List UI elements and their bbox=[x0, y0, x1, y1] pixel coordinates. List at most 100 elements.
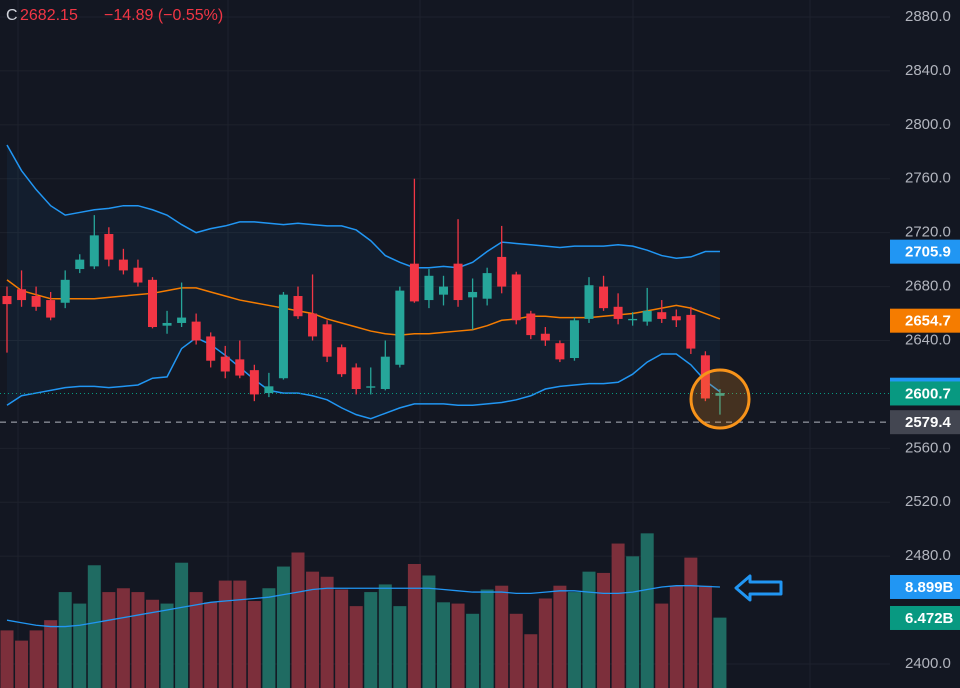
volume-bar bbox=[276, 566, 290, 688]
candle-body bbox=[380, 356, 390, 390]
candle-body bbox=[162, 322, 172, 326]
highlight-circle bbox=[689, 368, 751, 430]
price-label: 2654.7 bbox=[905, 313, 951, 330]
price-label-box bbox=[890, 239, 960, 264]
candle-body bbox=[206, 336, 216, 361]
candle-body bbox=[46, 300, 56, 318]
volume-bar bbox=[437, 602, 450, 688]
volume-bar bbox=[306, 571, 320, 688]
volume-bar bbox=[175, 562, 189, 688]
ohlc-label: C bbox=[6, 7, 18, 24]
volume-bar bbox=[524, 634, 538, 688]
volume-bar bbox=[553, 585, 567, 688]
band-fill bbox=[7, 145, 720, 419]
volume-bar bbox=[233, 580, 247, 688]
price-label: 2705.9 bbox=[905, 244, 951, 261]
band-line bbox=[6, 144, 720, 269]
candle-body bbox=[148, 279, 157, 328]
volume-bar bbox=[349, 606, 363, 688]
price-label-box bbox=[890, 605, 960, 630]
volume-bar bbox=[466, 613, 480, 688]
candle-body bbox=[482, 273, 492, 299]
candle-body bbox=[60, 279, 70, 303]
candle-body bbox=[540, 333, 550, 341]
candle-body bbox=[2, 296, 12, 305]
volume-bar bbox=[364, 592, 378, 688]
volume-bar bbox=[684, 557, 698, 688]
volume-bar bbox=[480, 589, 494, 688]
volume-bar bbox=[626, 556, 640, 688]
volume-bar bbox=[698, 585, 712, 688]
candle-body bbox=[293, 296, 303, 317]
volume-bar bbox=[567, 592, 581, 688]
candle-body bbox=[177, 317, 187, 323]
volume-bar bbox=[393, 606, 407, 688]
volume-bar bbox=[320, 576, 334, 688]
candle-body bbox=[409, 263, 419, 302]
volume-bar bbox=[291, 552, 305, 688]
volume-bar bbox=[29, 630, 43, 688]
candle-body bbox=[613, 306, 623, 319]
candle-body bbox=[235, 359, 245, 376]
volume-bar bbox=[146, 599, 159, 688]
candle-body bbox=[453, 263, 463, 301]
volume-bar bbox=[378, 584, 392, 688]
y-tick-label: 2680.0 bbox=[905, 278, 951, 295]
last-price: 2682.15 bbox=[20, 7, 78, 24]
candle-body bbox=[715, 393, 725, 396]
candle-body bbox=[31, 296, 41, 307]
volume-bar bbox=[611, 543, 625, 688]
y-tick-label: 2720.0 bbox=[905, 224, 951, 241]
price-label: 2600.7 bbox=[905, 385, 951, 402]
candle-body bbox=[118, 259, 128, 271]
candle-body bbox=[264, 386, 274, 394]
volume-bar bbox=[73, 603, 87, 688]
volume-bar bbox=[0, 630, 14, 688]
candle-body bbox=[366, 386, 376, 388]
candle-body bbox=[104, 234, 114, 260]
y-tick-label: 2520.0 bbox=[905, 493, 951, 510]
candle-body bbox=[249, 370, 259, 395]
price-label-box bbox=[890, 410, 960, 435]
candle-body bbox=[89, 235, 99, 267]
volume-bar bbox=[204, 602, 218, 688]
candle-body bbox=[569, 320, 579, 359]
candle-body bbox=[657, 312, 667, 319]
candle-body bbox=[424, 275, 434, 301]
volume-bar bbox=[669, 585, 683, 688]
candle-body bbox=[308, 313, 318, 337]
y-tick-label: 2760.0 bbox=[905, 170, 951, 187]
volume-bar bbox=[247, 601, 261, 688]
candle-body bbox=[468, 291, 478, 298]
arrow bbox=[734, 574, 783, 602]
candle-body bbox=[439, 286, 448, 295]
y-tick-label: 2880.0 bbox=[905, 8, 951, 25]
candle-body bbox=[351, 367, 361, 390]
y-tick-label: 2800.0 bbox=[905, 116, 951, 133]
price-label-box bbox=[890, 381, 960, 406]
volume-bar bbox=[131, 592, 145, 688]
candle-body bbox=[220, 356, 230, 372]
volume-bar bbox=[87, 565, 101, 688]
volume-bar bbox=[160, 603, 174, 688]
volume-bar bbox=[102, 592, 116, 688]
volume-bar bbox=[597, 572, 611, 688]
band-line bbox=[6, 336, 721, 420]
volume-bar bbox=[44, 620, 58, 688]
volume-bar bbox=[538, 598, 552, 688]
volume-bar bbox=[189, 592, 203, 688]
y-tick-label: 2480.0 bbox=[905, 547, 951, 564]
band-line bbox=[6, 279, 721, 336]
candle-body bbox=[278, 294, 288, 379]
price-label-box bbox=[890, 574, 960, 599]
price-label: 8.899B bbox=[905, 579, 954, 596]
volume-bar bbox=[655, 603, 669, 688]
candle-body bbox=[17, 289, 27, 301]
candle-body bbox=[642, 310, 652, 322]
y-tick-label: 2840.0 bbox=[905, 62, 951, 79]
price-label: 6.472B bbox=[905, 610, 954, 627]
candle-body bbox=[497, 256, 507, 287]
